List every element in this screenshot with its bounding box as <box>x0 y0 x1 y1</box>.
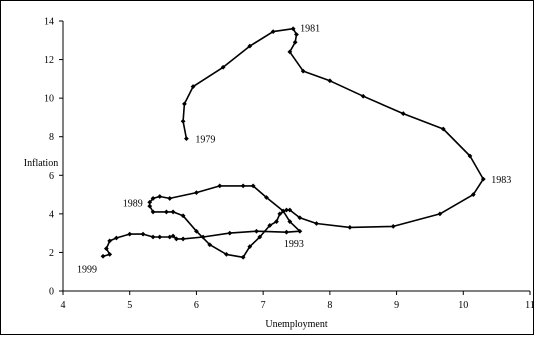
y-tick-label: 12 <box>44 55 54 66</box>
data-point <box>470 192 476 197</box>
x-ticks: 4 5 6 7 8 9 10 11 <box>61 291 535 311</box>
y-tick-label: 0 <box>49 287 54 298</box>
data-point <box>274 219 279 224</box>
data-point <box>200 234 206 240</box>
data-point <box>437 211 443 217</box>
data-point <box>140 231 146 237</box>
x-tick-label: 6 <box>194 300 199 311</box>
data-point <box>164 209 169 215</box>
year-annotation: 1993 <box>284 239 304 250</box>
y-tick-label: 8 <box>49 132 54 143</box>
data-point <box>167 196 173 201</box>
data-point <box>194 228 199 234</box>
data-point <box>127 231 133 237</box>
data-point <box>103 246 109 251</box>
y-axis-title: Inflation <box>24 158 58 169</box>
y-ticks: 0 2 4 6 8 10 12 14 <box>44 17 63 298</box>
data-point <box>327 78 333 84</box>
y-tick-label: 14 <box>44 17 54 28</box>
series-layer <box>100 26 486 260</box>
x-tick-label: 5 <box>127 300 132 311</box>
data-point <box>284 207 289 213</box>
x-tick-label: 8 <box>327 300 332 311</box>
data-point <box>292 39 298 45</box>
data-point <box>314 221 319 226</box>
data-point <box>280 208 286 214</box>
year-annotation: 1981 <box>300 24 320 35</box>
axes <box>62 21 530 292</box>
data-point <box>300 68 306 74</box>
data-point <box>180 236 186 242</box>
data-point <box>480 176 486 182</box>
data-point <box>147 199 153 205</box>
data-point <box>250 183 256 189</box>
year-annotation: 1999 <box>77 264 97 275</box>
data-point <box>174 236 179 242</box>
data-point <box>150 234 156 240</box>
data-point <box>224 251 229 257</box>
data-point <box>360 93 366 99</box>
data-point <box>100 253 106 259</box>
data-point <box>157 194 163 199</box>
data-point <box>170 209 176 215</box>
data-point <box>147 203 153 209</box>
data-point <box>254 228 259 234</box>
data-point <box>180 213 186 219</box>
data-point <box>207 242 213 248</box>
data-point <box>264 195 269 200</box>
data-point <box>247 43 253 49</box>
data-point <box>294 32 299 37</box>
data-point <box>150 209 156 215</box>
data-point <box>290 26 296 32</box>
data-point <box>157 234 163 240</box>
data-point <box>347 224 353 230</box>
data-point <box>113 235 119 241</box>
data-point <box>287 207 293 213</box>
data-point <box>270 29 276 35</box>
data-point <box>400 111 406 116</box>
data-point <box>257 234 263 240</box>
data-point <box>467 153 473 159</box>
year-annotation: 1989 <box>123 198 143 209</box>
data-point <box>190 84 196 89</box>
data-point <box>297 215 303 221</box>
series-line <box>102 27 485 259</box>
x-tick-label: 9 <box>394 300 399 311</box>
data-point <box>287 49 293 55</box>
y-tick-label: 4 <box>49 209 54 220</box>
data-point <box>284 229 289 235</box>
data-point <box>107 251 113 257</box>
data-point <box>390 223 396 229</box>
data-point <box>440 126 446 132</box>
data-point <box>182 101 187 107</box>
y-tick-label: 2 <box>49 248 54 259</box>
data-point <box>194 190 199 196</box>
x-tick-label: 7 <box>261 300 266 311</box>
x-tick-label: 10 <box>458 300 468 311</box>
x-tick-label: 4 <box>61 300 66 311</box>
data-point <box>240 183 246 189</box>
data-point <box>287 219 293 224</box>
x-axis-title: Unemployment <box>265 319 327 330</box>
y-tick-label: 10 <box>44 94 54 105</box>
data-point <box>180 118 186 124</box>
year-annotation: 1979 <box>195 135 215 146</box>
year-annotation: 1983 <box>491 175 511 186</box>
data-point <box>227 230 233 236</box>
annotations: 1979 1981 1983 1989 1993 1999 <box>77 24 511 276</box>
data-point <box>167 234 173 240</box>
data-point <box>267 223 273 228</box>
data-point <box>247 244 253 250</box>
data-point <box>217 183 223 189</box>
data-point <box>220 64 226 70</box>
data-point <box>277 211 283 217</box>
data-point <box>150 196 156 201</box>
data-point <box>107 238 113 244</box>
data-point <box>184 136 189 142</box>
y-tick-label: 6 <box>49 171 54 182</box>
data-point <box>297 228 303 234</box>
x-tick-label: 11 <box>525 300 535 311</box>
